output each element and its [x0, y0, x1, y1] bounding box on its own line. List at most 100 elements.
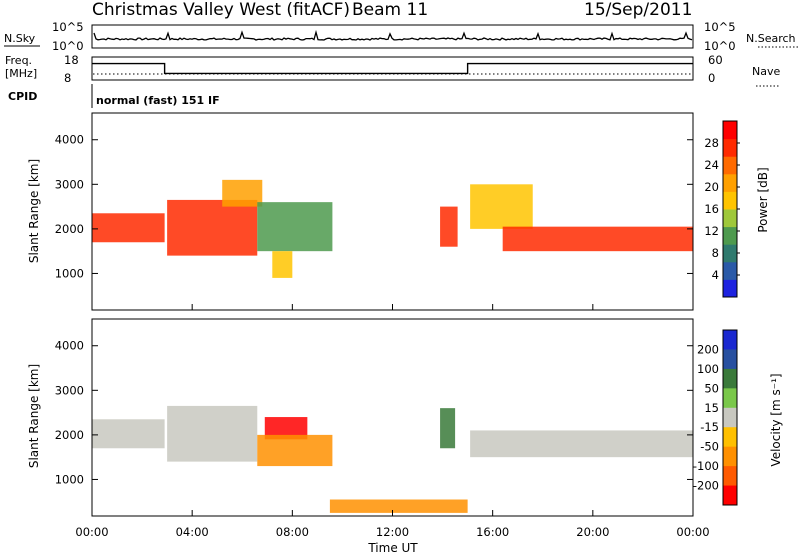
- cpid-mode-label: normal (fast) 151 IF: [96, 94, 220, 107]
- power-region-6: [470, 184, 533, 229]
- velocity-cbar-tick-2: 50: [704, 381, 719, 395]
- velocity-cbar-swatch-4: [723, 407, 737, 428]
- velocity-cbar-swatch-1: [723, 349, 737, 370]
- date-label: 15/Sep/2011: [584, 0, 692, 20]
- power-cbar-tick-2: 12: [704, 224, 719, 238]
- power-cbar-tick-0: 4: [712, 268, 719, 282]
- velocity-region-5: [470, 430, 693, 458]
- velocity-ylabel: Slant Range [km]: [27, 364, 41, 468]
- velocity-cbar-swatch-7: [723, 466, 737, 487]
- nsky-label: N.Sky: [4, 32, 36, 45]
- freq-line: [92, 62, 693, 75]
- nsearch-label: N.Search: [746, 32, 796, 45]
- power-cbar-tick-3: 16: [704, 202, 719, 216]
- velocity-region-2: [264, 417, 308, 440]
- power-data: [92, 179, 693, 278]
- velocity-cbar-tick-6: -100: [693, 459, 719, 473]
- power-ytick-2: 3000: [55, 177, 84, 191]
- nsky-ytick-1: 10^0: [52, 39, 84, 53]
- velocity-panel: 1000 2000 3000 4000 Slant Range [km] 200 100…: [27, 318, 783, 517]
- power-region-3: [257, 202, 333, 252]
- power-cbar-swatch-0: [723, 279, 737, 298]
- velocity-yticks: 1000 2000 3000 4000: [55, 339, 693, 486]
- power-ytick-3: 4000: [55, 133, 84, 147]
- nave-ytick-1: 0: [708, 71, 715, 85]
- power-region-7: [502, 226, 693, 252]
- power-region-2: [222, 179, 263, 207]
- velocity-data: [92, 405, 693, 513]
- x-tick-6: 00:00: [676, 525, 709, 539]
- velocity-colorbar: 200 100 50 15 -15 -50 -100 -200: [693, 329, 738, 506]
- power-cbar-title: Power [dB]: [756, 167, 770, 232]
- power-yticks: 1000 2000 3000 4000: [55, 133, 693, 280]
- velocity-cbar-swatch-3: [723, 388, 737, 409]
- power-cbar-swatch-1: [723, 261, 737, 280]
- station-title: Christmas Valley West (fitACF): [92, 0, 350, 20]
- power-cbar-swatch-9: [723, 121, 737, 140]
- velocity-cbar-swatch-2: [723, 368, 737, 389]
- power-region-0: [92, 213, 165, 243]
- power-cbar-tick-1: 8: [712, 246, 719, 260]
- cpid-row: CPID normal (fast) 151 IF: [8, 84, 220, 108]
- velocity-cbar-tick-5: -50: [700, 440, 719, 454]
- power-cbar-tick-4: 20: [704, 180, 719, 194]
- velocity-ytick-0: 1000: [55, 472, 84, 486]
- freq-label: Freq.: [5, 54, 32, 67]
- power-cbar-swatch-6: [723, 173, 737, 192]
- x-axis-title: Time UT: [367, 541, 418, 554]
- x-tick-2: 08:00: [276, 525, 309, 539]
- power-cbar-tick-6: 28: [704, 136, 719, 150]
- velocity-ytick-1: 2000: [55, 428, 84, 442]
- velocity-cbar-swatch-6: [723, 446, 737, 467]
- power-region-1: [167, 199, 258, 256]
- power-colorbar: 4 8 12 16 20 24 28: [704, 120, 740, 298]
- cpid-label: CPID: [8, 90, 37, 103]
- power-region-4: [272, 251, 293, 278]
- power-cbar-swatch-3: [723, 226, 737, 245]
- freq-unit-label: [MHz]: [5, 67, 37, 80]
- x-tick-5: 20:00: [576, 525, 609, 539]
- velocity-cbar-swatch-8: [723, 485, 737, 506]
- nsearch-ytick-1: 10^0: [704, 39, 736, 53]
- nsky-panel: N.Sky N.Search 10^5 10^0 10^5 10^0: [4, 20, 798, 53]
- velocity-region-6: [329, 499, 468, 513]
- x-tick-4: 16:00: [476, 525, 509, 539]
- velocity-ytick-2: 3000: [55, 383, 84, 397]
- power-cbar-swatch-7: [723, 156, 737, 175]
- velocity-cbar-tick-1: 100: [697, 362, 719, 376]
- power-ylabel: Slant Range [km]: [27, 159, 41, 263]
- freq-panel: Freq. [MHz] Nave 18 8 60 0: [5, 53, 780, 87]
- power-ytick-0: 1000: [55, 266, 84, 280]
- beam-label: Beam 11: [352, 0, 428, 20]
- power-cbar-swatch-2: [723, 244, 737, 263]
- power-panel: 1000 2000 3000 4000 Slant Range [km] 4 8 12 16…: [27, 112, 770, 311]
- velocity-region-0: [92, 419, 165, 449]
- velocity-region-1: [167, 405, 258, 462]
- nave-label: Nave: [752, 65, 780, 78]
- velocity-cbar-tick-0: 200: [697, 342, 719, 356]
- freq-ytick-1: 8: [64, 71, 71, 85]
- power-cbar-swatch-4: [723, 209, 737, 228]
- power-cbar-tick-5: 24: [704, 158, 719, 172]
- power-cbar-swatch-5: [723, 191, 737, 210]
- velocity-cbar-frame: [722, 329, 738, 506]
- velocity-cbar-tick-4: -15: [700, 420, 719, 434]
- freq-ytick-0: 18: [64, 53, 79, 67]
- nsearch-ytick-0: 10^5: [704, 20, 736, 34]
- x-tick-1: 04:00: [176, 525, 209, 539]
- velocity-cbar-tick-7: -200: [693, 479, 719, 493]
- velocity-cbar-swatch-5: [723, 427, 737, 448]
- x-tick-3: 12:00: [376, 525, 409, 539]
- power-region-5: [440, 206, 458, 247]
- velocity-cbar-tick-3: 15: [704, 401, 719, 415]
- velocity-region-3: [257, 434, 333, 467]
- power-ytick-1: 2000: [55, 222, 84, 236]
- nsky-ytick-0: 10^5: [52, 20, 84, 34]
- velocity-cbar-title: Velocity [m s⁻¹]: [769, 373, 783, 466]
- velocity-region-4: [440, 408, 456, 449]
- power-cbar-swatch-8: [723, 138, 737, 157]
- velocity-ytick-3: 4000: [55, 339, 84, 353]
- x-tick-0: 00:00: [75, 525, 108, 539]
- nsky-line: [93, 29, 693, 41]
